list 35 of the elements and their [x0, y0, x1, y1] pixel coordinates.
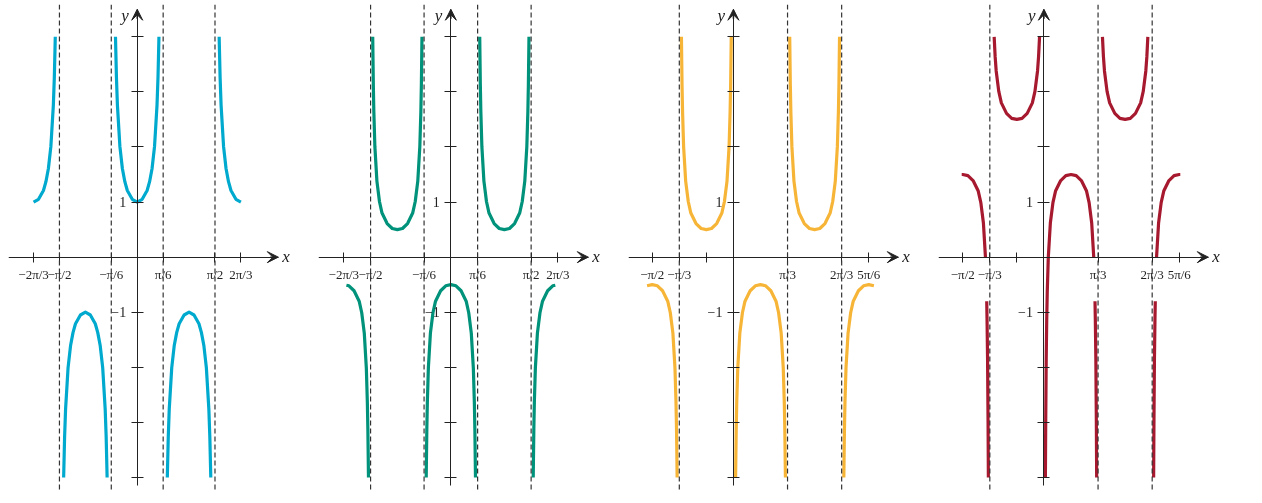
x-tick-label: π/3 — [1089, 267, 1107, 283]
x-tick-label: 5π/6 — [857, 267, 881, 283]
x-tick-label: −2π/3 — [328, 267, 360, 283]
y-axis-title: y — [432, 6, 443, 26]
y-tick-label: −1 — [1018, 305, 1033, 321]
x-tick-label: 2π/3 — [1140, 267, 1164, 283]
y-tick-label: −1 — [707, 305, 723, 321]
x-tick-label: −π/3 — [977, 267, 1002, 283]
x-axis-title: x — [281, 247, 291, 267]
x-tick-label: −π/6 — [99, 267, 124, 283]
x-tick-label: −π/2 — [640, 267, 665, 283]
x-axis-title: x — [1211, 247, 1221, 267]
y-tick-label: 1 — [119, 195, 127, 211]
y-axis-title: y — [119, 6, 130, 26]
x-tick-label: π/6 — [469, 267, 487, 283]
x-tick-label: −π/3 — [667, 267, 692, 283]
x-tick-label: −π/2 — [950, 267, 975, 283]
x-tick-label: 2π/3 — [830, 267, 854, 283]
y-axis-title: y — [715, 6, 726, 26]
x-tick-label: π/2 — [206, 267, 224, 283]
x-tick-label: π/2 — [522, 267, 540, 283]
x-tick-label: 5π/6 — [1167, 267, 1192, 283]
x-tick-label: −2π/3 — [18, 267, 49, 283]
x-tick-label: −π/6 — [412, 267, 437, 283]
y-tick-label: 1 — [715, 195, 723, 211]
y-tick-label: 1 — [1025, 195, 1033, 211]
x-tick-label: π/6 — [154, 267, 172, 283]
x-axis-title: x — [591, 247, 601, 267]
y-tick-label: −1 — [111, 305, 127, 321]
x-tick-label: 2π/3 — [229, 267, 253, 283]
x-tick-label: π/3 — [779, 267, 796, 283]
x-axis-title: x — [901, 247, 911, 267]
x-tick-label: 2π/3 — [546, 267, 570, 283]
y-tick-label: 1 — [432, 195, 440, 211]
y-axis-title: y — [1025, 6, 1036, 26]
